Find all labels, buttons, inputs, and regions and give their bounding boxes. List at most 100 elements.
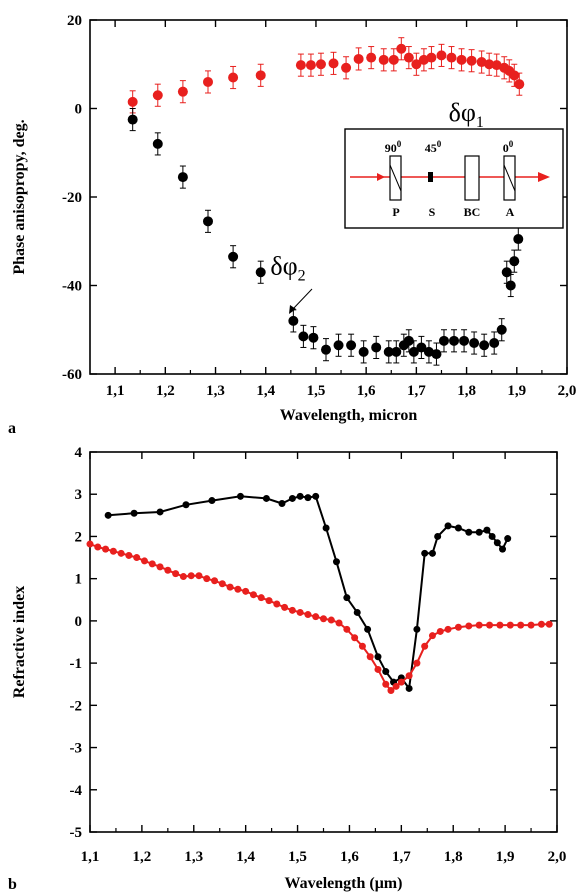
- data-point: [218, 580, 226, 588]
- data-point: [262, 494, 270, 502]
- data-point: [444, 625, 452, 633]
- data-point: [288, 606, 296, 614]
- y-tick-label: -4: [70, 783, 83, 799]
- x-tick-label: 1,7: [407, 383, 426, 399]
- data-point: [475, 621, 483, 629]
- data-point: [428, 549, 436, 557]
- data-point: [382, 668, 390, 676]
- data-point: [351, 634, 359, 642]
- y-tick-label: -5: [70, 825, 83, 841]
- data-point: [296, 492, 304, 500]
- data-point: [140, 557, 148, 565]
- panel-label: b: [8, 876, 17, 893]
- data-point: [436, 50, 447, 61]
- data-point: [465, 528, 473, 536]
- data-point: [320, 615, 327, 623]
- y-tick-label: 0: [75, 102, 83, 118]
- data-point: [208, 497, 216, 505]
- data-point: [202, 76, 213, 87]
- data-point: [434, 532, 442, 540]
- data-point: [465, 622, 473, 630]
- inset-angle-value: 0: [503, 141, 509, 155]
- data-point: [545, 620, 553, 628]
- data-point: [255, 70, 266, 81]
- data-point: [469, 338, 480, 349]
- data-point: [304, 611, 312, 619]
- inset-angle-label: 900: [385, 139, 402, 155]
- data-point: [312, 613, 320, 621]
- analyzer-axis: [503, 164, 516, 192]
- data-point: [388, 54, 399, 65]
- data-point: [257, 594, 265, 602]
- data-point: [446, 52, 457, 63]
- data-point: [94, 543, 102, 551]
- data-point: [405, 684, 413, 692]
- data-point: [391, 346, 402, 357]
- data-point: [226, 583, 234, 591]
- data-point: [454, 524, 462, 532]
- panel-b: 1,1 1,2 1,3 1,4 1,5 1,6 1,7 1,8 1,9 2,0 4 3 2 1 0 -1 -2 -…: [8, 445, 566, 893]
- x-tick-label: 1,5: [307, 383, 326, 399]
- compensator-element: [464, 155, 480, 201]
- data-point: [475, 528, 483, 536]
- x-tick-label: 2,0: [548, 849, 567, 865]
- data-point: [236, 492, 244, 500]
- data-point: [408, 346, 419, 357]
- data-point: [332, 558, 340, 566]
- x-tick-label: 1,3: [206, 383, 225, 399]
- data-point: [479, 340, 490, 351]
- x-tick-label: 1,8: [444, 849, 463, 865]
- annotation-symbol: δφ: [449, 98, 476, 127]
- x-tick-label: 2,0: [558, 383, 577, 399]
- data-point: [358, 346, 369, 357]
- data-point: [152, 138, 163, 149]
- data-point: [296, 608, 304, 616]
- data-point: [156, 508, 164, 516]
- data-point: [517, 621, 525, 629]
- inset-diagram: 900 450 00P S BC A: [344, 128, 564, 229]
- data-point: [288, 315, 299, 326]
- data-point: [320, 344, 331, 355]
- x-tick-label: 1,4: [256, 383, 275, 399]
- data-point: [366, 653, 374, 661]
- data-point: [411, 59, 422, 70]
- data-point: [117, 549, 125, 557]
- data-point: [104, 511, 112, 519]
- y-tick-label: 1: [75, 572, 83, 588]
- y-tick-label: 2: [75, 529, 83, 545]
- data-point: [374, 665, 382, 673]
- data-point: [353, 608, 361, 616]
- data-point: [366, 52, 377, 63]
- data-point: [164, 566, 172, 574]
- x-tick-label: 1,2: [156, 383, 175, 399]
- data-point: [281, 603, 289, 611]
- data-point: [476, 57, 487, 68]
- x-tick-label: 1,6: [340, 849, 359, 865]
- data-point: [177, 86, 188, 97]
- inset-element-label: A: [506, 205, 515, 219]
- data-point: [353, 53, 364, 64]
- inset-angle-units: 0: [509, 139, 514, 149]
- data-point: [537, 620, 545, 628]
- data-point: [177, 172, 188, 183]
- data-point: [242, 587, 250, 595]
- x-tick-label: 1,1: [106, 383, 125, 399]
- data-point: [343, 625, 351, 633]
- data-point: [102, 545, 110, 553]
- data-point: [501, 267, 512, 278]
- data-point: [195, 572, 203, 580]
- data-point: [255, 267, 266, 278]
- annotation-arrowhead: [289, 305, 296, 314]
- data-point: [454, 623, 462, 631]
- data-point: [133, 554, 141, 562]
- data-point: [431, 349, 442, 360]
- data-point: [378, 54, 389, 65]
- data-point: [504, 535, 512, 543]
- data-point: [234, 585, 242, 593]
- data-point: [152, 90, 163, 101]
- data-point: [397, 678, 405, 686]
- sample-element: [428, 172, 433, 182]
- data-point: [418, 54, 429, 65]
- y-tick-label: -2: [70, 698, 83, 714]
